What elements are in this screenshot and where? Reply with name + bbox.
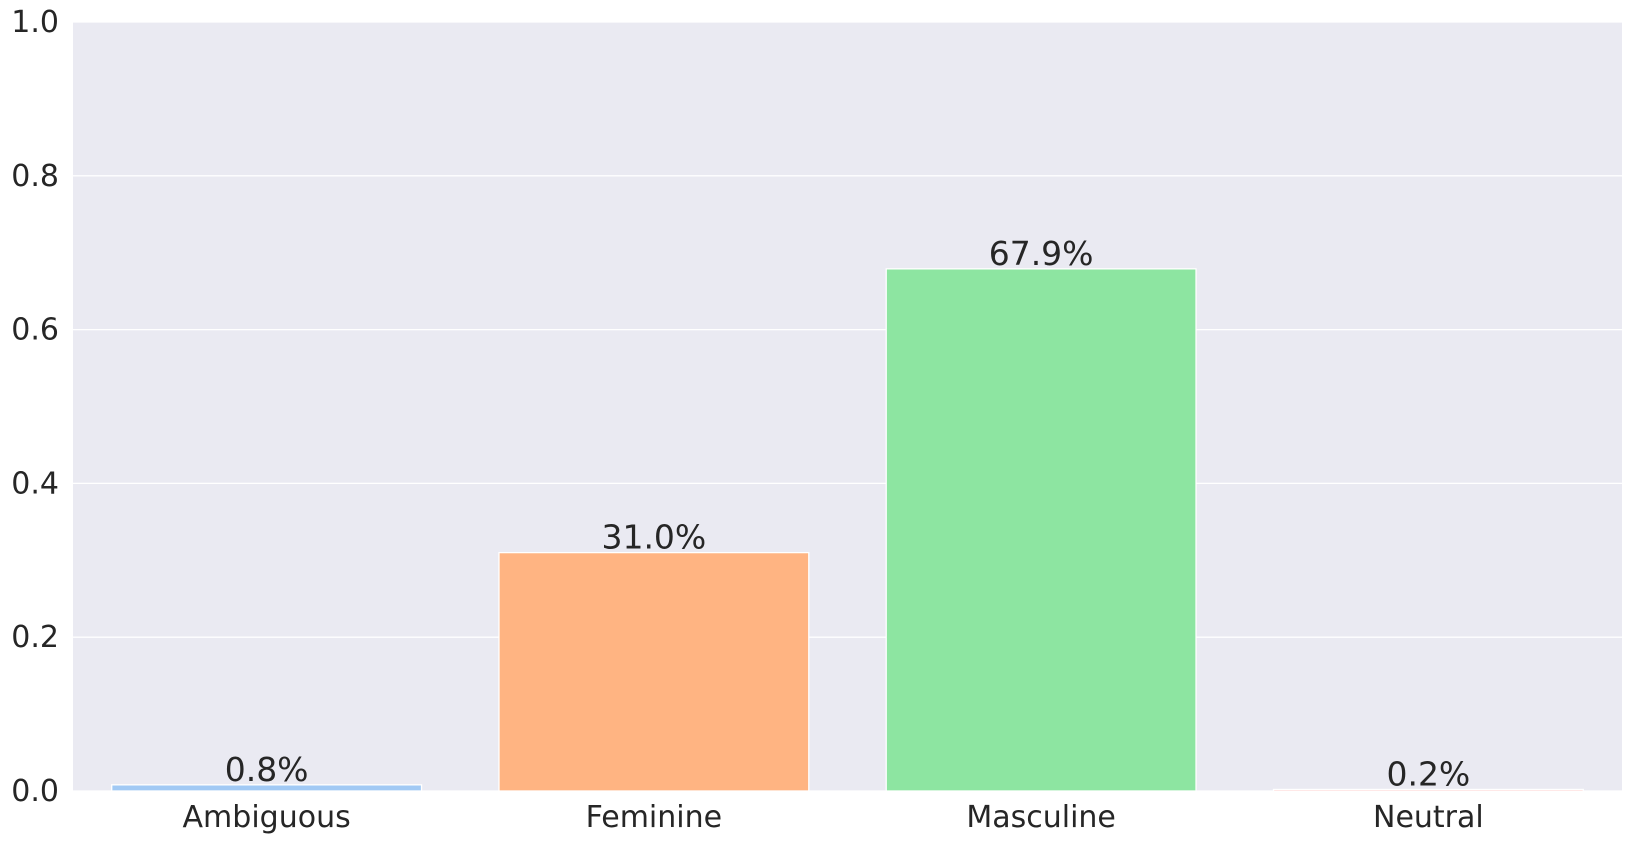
data-label-masculine: 67.9% [989,234,1094,273]
y-tick-label: 0.2 [11,620,59,655]
y-axis-ticks: 0.0 0.2 0.4 0.6 0.8 1.0 [11,5,59,809]
y-tick-label: 0.0 [11,774,59,809]
data-label-neutral: 0.2% [1386,754,1470,793]
data-labels: 0.8% 31.0% 67.9% 0.2% [225,234,1471,794]
bar-ambiguous [111,784,423,792]
x-tick-label-feminine: Feminine [586,800,722,835]
y-tick-label: 0.6 [11,313,59,348]
bar-feminine [498,551,810,792]
x-tick-label-ambiguous: Ambiguous [183,800,351,835]
bar-masculine [885,268,1197,792]
y-tick-label: 0.4 [11,466,59,501]
x-axis-ticks: Ambiguous Feminine Masculine Neutral [183,800,1484,835]
y-tick-label: 0.8 [11,159,59,194]
x-tick-label-neutral: Neutral [1373,800,1484,835]
data-label-feminine: 31.0% [601,518,706,557]
bars [111,268,1584,792]
bar-neutral [1272,788,1584,792]
y-tick-label: 1.0 [11,5,59,40]
data-label-ambiguous: 0.8% [225,750,309,789]
x-tick-label-masculine: Masculine [966,800,1116,835]
plot-background [73,22,1622,791]
